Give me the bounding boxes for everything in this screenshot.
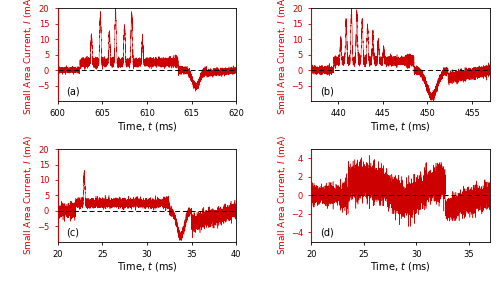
Text: (c): (c) (66, 227, 80, 237)
X-axis label: Time, $t$ (ms): Time, $t$ (ms) (116, 120, 177, 133)
Y-axis label: Small Area Current, $I$ (mA): Small Area Current, $I$ (mA) (276, 0, 288, 115)
Y-axis label: Small Area Current, $I$ (mA): Small Area Current, $I$ (mA) (276, 135, 288, 255)
Text: (b): (b) (320, 86, 334, 96)
Y-axis label: Small Area Current, $I$ (mA): Small Area Current, $I$ (mA) (22, 0, 34, 115)
Text: (a): (a) (66, 86, 80, 96)
Text: (d): (d) (320, 227, 334, 237)
X-axis label: Time, $t$ (ms): Time, $t$ (ms) (116, 260, 177, 273)
X-axis label: Time, $t$ (ms): Time, $t$ (ms) (370, 260, 431, 273)
X-axis label: Time, $t$ (ms): Time, $t$ (ms) (370, 120, 431, 133)
Y-axis label: Small Area Current, $I$ (mA): Small Area Current, $I$ (mA) (22, 135, 34, 255)
